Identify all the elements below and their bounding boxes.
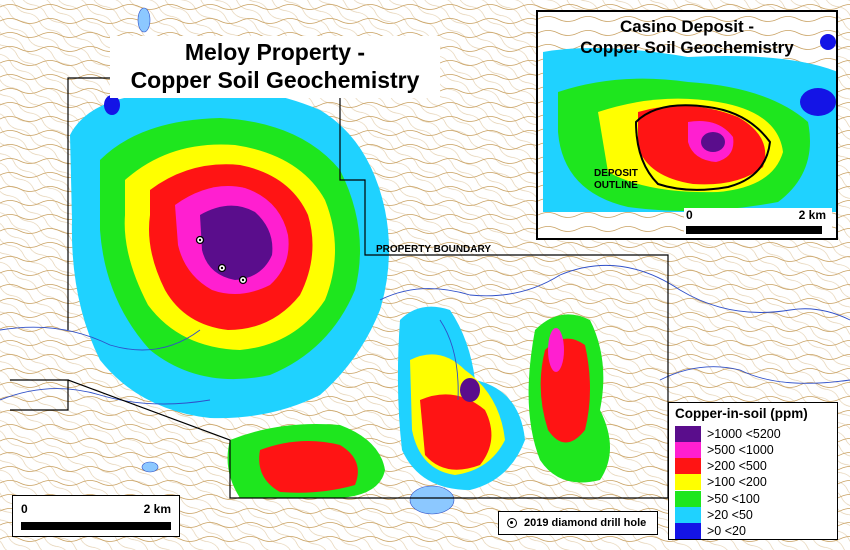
inset-scale-bar-graphic bbox=[686, 226, 822, 234]
legend-swatch bbox=[675, 507, 701, 523]
legend-swatch bbox=[675, 474, 701, 491]
inset-scale-end: 2 km bbox=[798, 208, 826, 222]
lakes bbox=[137, 7, 455, 515]
inset-map: Casino Deposit - Copper Soil Geochemistr… bbox=[536, 10, 838, 240]
legend-item: >100 <200 bbox=[675, 474, 767, 491]
scale-start: 0 bbox=[21, 502, 28, 516]
legend-item: >0 <20 bbox=[675, 523, 746, 540]
geochem-zone-west bbox=[70, 88, 389, 419]
legend-swatch bbox=[675, 458, 701, 475]
drill-hole-label: 2019 diamond drill hole bbox=[524, 517, 647, 529]
legend-item: >500 <1000 bbox=[675, 441, 774, 458]
legend-label: >500 <1000 bbox=[707, 442, 774, 457]
map-title-line1: Meloy Property - bbox=[184, 39, 366, 65]
legend-swatch bbox=[675, 441, 701, 458]
streams bbox=[0, 265, 850, 405]
drill-hole-icon bbox=[217, 263, 227, 273]
inset-scale-start: 0 bbox=[686, 208, 693, 222]
map-title: Meloy Property - Copper Soil Geochemistr… bbox=[110, 36, 440, 98]
scale-bar: 0 2 km bbox=[12, 495, 180, 537]
drill-hole-icon bbox=[238, 275, 248, 285]
legend-swatch bbox=[675, 523, 701, 540]
inset-title-line1: Casino Deposit - bbox=[619, 17, 755, 36]
inset-scale-bar: 0 2 km bbox=[684, 208, 832, 238]
legend-item: >20 <50 bbox=[675, 507, 753, 524]
legend-swatch bbox=[675, 490, 701, 507]
geochem-zone-south bbox=[227, 306, 610, 498]
legend-label: >50 <100 bbox=[707, 491, 760, 506]
legend-label: >200 <500 bbox=[707, 459, 767, 474]
legend-label: >0 <20 bbox=[707, 524, 746, 539]
deposit-outline-label: DEPOSIT OUTLINE bbox=[594, 168, 638, 192]
legend-swatch bbox=[675, 425, 701, 442]
scale-end: 2 km bbox=[143, 502, 171, 516]
drill-hole-legend: 2019 diamond drill hole bbox=[498, 511, 658, 535]
legend: Copper-in-soil (ppm) >1000 <5200 >500 <10… bbox=[668, 402, 838, 540]
property-boundary-west bbox=[10, 379, 69, 411]
legend-item: >1000 <5200 bbox=[675, 425, 781, 442]
property-boundary-label: PROPERTY BOUNDARY bbox=[376, 244, 492, 255]
drill-hole-icon bbox=[195, 235, 205, 245]
legend-label: >100 <200 bbox=[707, 475, 767, 490]
drill-hole-icon bbox=[507, 518, 517, 528]
inset-canvas bbox=[538, 12, 836, 238]
deposit-label-line2: OUTLINE bbox=[594, 180, 638, 191]
scale-bar-graphic bbox=[21, 522, 171, 530]
drill-holes bbox=[195, 235, 248, 285]
legend-label: >20 <50 bbox=[707, 508, 753, 522]
inset-title: Casino Deposit - Copper Soil Geochemistr… bbox=[538, 16, 836, 58]
legend-title: Copper-in-soil (ppm) bbox=[675, 406, 808, 421]
legend-item: >50 <100 bbox=[675, 490, 760, 507]
map-title-line2: Copper Soil Geochemistry bbox=[130, 67, 420, 93]
inset-title-line2: Copper Soil Geochemistry bbox=[580, 38, 794, 57]
legend-label: >1000 <5200 bbox=[707, 426, 781, 441]
legend-item: >200 <500 bbox=[675, 458, 767, 475]
deposit-label-line1: DEPOSIT bbox=[594, 168, 638, 179]
